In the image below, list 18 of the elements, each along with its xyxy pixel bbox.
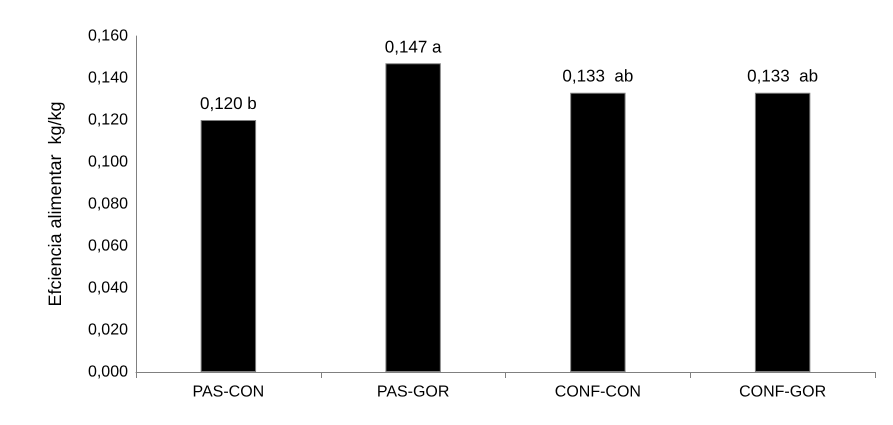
y-axis-title: Efciencia alimentar kg/kg bbox=[45, 101, 65, 307]
x-tick-label: PAS-CON bbox=[192, 384, 264, 400]
x-tick-label: PAS-GOR bbox=[376, 384, 450, 400]
y-tick-label: 0,020 bbox=[88, 322, 128, 338]
data-label: 0,133 ab bbox=[747, 66, 818, 86]
x-tick-label: CONF-GOR bbox=[739, 384, 826, 400]
y-tick-label: 0,060 bbox=[88, 238, 128, 254]
y-tick-label: 0,120 bbox=[88, 112, 128, 128]
y-tick-label: 0,100 bbox=[88, 154, 128, 170]
y-tick-label: 0,160 bbox=[88, 28, 128, 44]
y-tick-label: 0,140 bbox=[88, 70, 128, 86]
y-tick-label: 0,080 bbox=[88, 196, 128, 212]
x-tick-label: CONF-CON bbox=[554, 384, 641, 400]
data-label: 0,147 a bbox=[384, 37, 442, 56]
y-tick-label: 0,000 bbox=[88, 364, 128, 380]
data-label: 0,133 ab bbox=[562, 66, 634, 86]
y-tick-label: 0,040 bbox=[88, 280, 128, 296]
data-label: 0,120 b bbox=[200, 94, 257, 113]
